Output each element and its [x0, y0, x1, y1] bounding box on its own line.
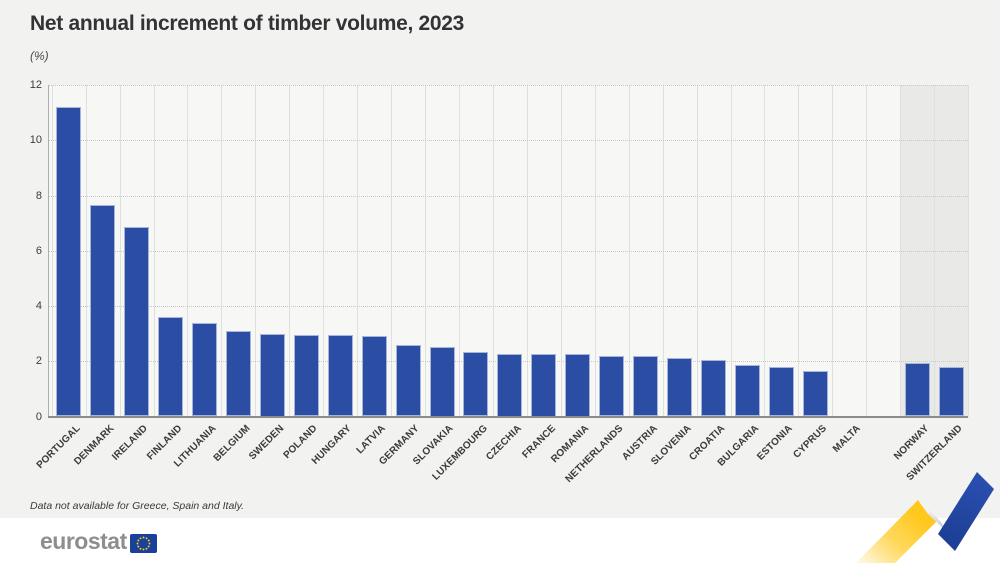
bar-sweden: [259, 333, 285, 417]
bar-hungary: [327, 335, 353, 417]
page-title: Net annual increment of timber volume, 2…: [30, 12, 465, 35]
bar-france: [531, 354, 557, 417]
bar-slovenia: [667, 358, 693, 417]
footnote: Data not available for Greece, Spain and…: [30, 500, 245, 512]
bar-czechia: [497, 354, 523, 417]
bar-netherlands: [599, 355, 625, 417]
bar-portugal: [56, 107, 82, 417]
x-label-czechia: CZECHIA: [483, 423, 524, 463]
y-tick-label-10: 10: [29, 134, 42, 147]
x-label-malta: MALTA: [831, 423, 864, 455]
bar-denmark: [90, 205, 116, 417]
y-tick-label-6: 6: [35, 244, 42, 257]
y-tick-label-12: 12: [29, 79, 42, 91]
y-tick-label-8: 8: [35, 189, 42, 202]
gridline-vertical: [968, 85, 970, 417]
gridline-horizontal: [48, 140, 968, 142]
bar-belgium: [225, 330, 251, 417]
bar-cyprus: [802, 370, 828, 417]
x-label-sweden: SWEDEN: [246, 423, 287, 463]
bar-lithuania: [191, 322, 217, 417]
bar-germany: [395, 344, 421, 417]
bar-switzerland: [938, 366, 964, 417]
gridline-horizontal: [48, 250, 968, 252]
eu-flag-icon: [129, 533, 157, 553]
eurostat-logo: eurostat: [40, 526, 157, 556]
bar-luxembourg: [463, 351, 489, 417]
bar-slovakia: [429, 347, 455, 417]
bar-finland: [157, 317, 183, 417]
unit-label: (%): [30, 49, 49, 63]
bar-bulgaria: [734, 365, 760, 417]
bar-ireland: [124, 227, 150, 417]
bar-estonia: [768, 366, 794, 417]
bar-austria: [633, 355, 659, 417]
y-tick-label-2: 2: [35, 355, 42, 368]
gridline-horizontal: [48, 195, 968, 197]
x-label-portugal: PORTUGAL: [34, 423, 83, 472]
x-axis-baseline: [48, 416, 968, 418]
y-tick-label-4: 4: [35, 300, 42, 312]
footer-strip: [0, 518, 1000, 563]
bar-croatia: [701, 359, 727, 417]
logo-text: eurostat: [40, 528, 127, 554]
x-label-estonia: ESTONIA: [755, 423, 796, 463]
x-label-cyprus: CYPRUS: [791, 423, 830, 461]
bar-romania: [565, 354, 591, 417]
gridline-horizontal: [48, 85, 968, 86]
x-label-ireland: IRELAND: [110, 423, 151, 463]
bar-norway: [904, 362, 930, 417]
y-tick-label-0: 0: [35, 410, 42, 423]
x-label-latvia: LATVIA: [354, 423, 388, 457]
bar-poland: [293, 335, 319, 417]
y-axis: [48, 85, 49, 417]
bar-latvia: [361, 336, 387, 417]
gridline-horizontal: [48, 306, 968, 307]
